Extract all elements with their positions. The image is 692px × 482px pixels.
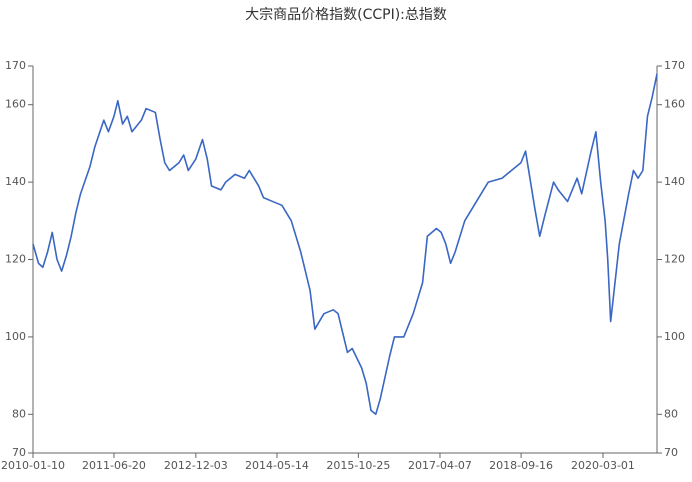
x-tick-label: 2020-03-01 (571, 459, 635, 472)
y2-tick-label: 70 (664, 446, 678, 459)
x-tick-label: 2018-09-16 (489, 459, 553, 472)
y-tick-label: 70 (12, 446, 26, 459)
x-tick-label: 2010-01-10 (1, 459, 65, 472)
y-tick-label: 120 (5, 253, 26, 266)
chart-title: 大宗商品价格指数(CCPI):总指数 (245, 7, 447, 23)
y-tick-label: 170 (5, 59, 26, 72)
x-tick-label: 2012-12-03 (164, 459, 228, 472)
y-tick-label: 160 (5, 98, 26, 111)
x-tick-label: 2014-05-14 (245, 459, 309, 472)
y2-tick-label: 140 (664, 175, 685, 188)
x-tick-label: 2017-04-07 (408, 459, 472, 472)
y-tick-label: 140 (5, 175, 26, 188)
x-tick-label: 2015-10-25 (326, 459, 390, 472)
y2-tick-label: 120 (664, 253, 685, 266)
y-tick-label: 80 (12, 407, 26, 420)
y-tick-label: 100 (5, 330, 26, 343)
y2-tick-label: 160 (664, 98, 685, 111)
series-line (32, 73, 658, 416)
y2-tick-label: 170 (664, 59, 685, 72)
y2-tick-label: 100 (664, 330, 685, 343)
x-tick-label: 2011-06-20 (82, 459, 146, 472)
y2-tick-label: 80 (664, 407, 678, 420)
